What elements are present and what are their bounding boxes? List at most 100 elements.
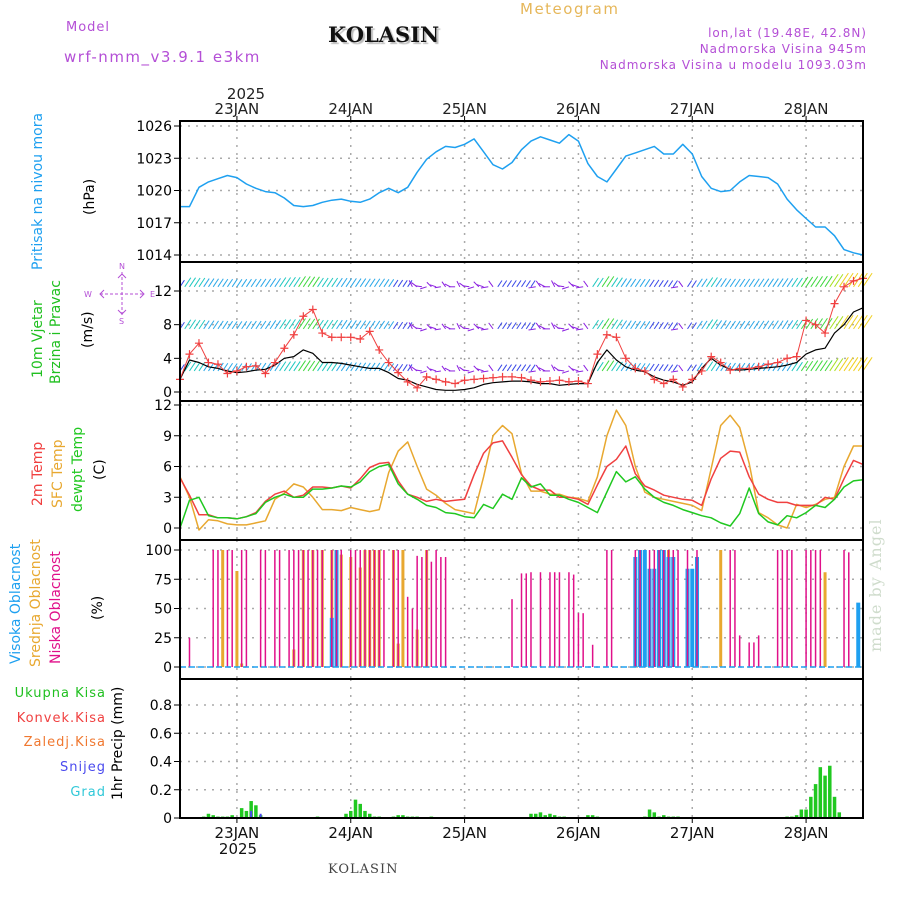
wind-arrow — [269, 278, 277, 288]
wind-arrow — [772, 278, 779, 288]
wind-arrow — [838, 314, 849, 330]
wind-arrow — [634, 278, 641, 288]
wind-arrow — [255, 320, 262, 330]
wind-arrow — [227, 278, 233, 288]
y-tick-label: 0 — [163, 521, 172, 537]
wind-arrow — [245, 278, 252, 288]
wind-gust-marker — [432, 375, 441, 384]
wind-arrow — [480, 286, 489, 289]
wind-arrow — [415, 285, 422, 288]
wind-arrow — [715, 320, 723, 330]
wind-arrow — [762, 278, 770, 288]
wind-arrow — [815, 276, 823, 288]
wind-arrow — [222, 278, 229, 288]
wind-arrow — [383, 279, 390, 288]
wind-arrow — [184, 277, 192, 288]
wind-arrow — [606, 318, 615, 330]
wind-arrow — [748, 320, 755, 330]
wind-arrow — [355, 320, 362, 330]
wind-arrow — [620, 320, 628, 330]
y-tick-label: 1020 — [136, 184, 172, 200]
wind-arrow — [725, 320, 732, 330]
wind-gust-marker — [451, 379, 460, 388]
x-tick-label-top: 23JAN — [215, 100, 260, 118]
wind-arrow — [231, 279, 238, 288]
legend-frz-rain: Zaledj.Kisa — [23, 735, 106, 750]
wind-arrow — [810, 276, 819, 288]
wind-arrow — [649, 363, 655, 372]
x-tick-label-top: 27JAN — [670, 100, 715, 118]
precip-bar — [804, 809, 808, 818]
wind-arrow — [596, 361, 604, 372]
wind-arrow — [525, 322, 531, 330]
precip-bar — [249, 801, 253, 818]
wind-arrow — [283, 277, 291, 288]
wind-arrow — [535, 280, 541, 288]
wind-arrow — [796, 277, 803, 288]
wind-arrow — [402, 322, 408, 330]
wind-gust-marker — [716, 358, 725, 367]
wind-arrow — [639, 321, 646, 330]
wind-arrow — [551, 322, 556, 330]
wind-arrow — [193, 361, 201, 372]
wind-arrow — [753, 320, 760, 330]
wind-gust-marker — [375, 345, 384, 354]
wind-gust-marker — [697, 366, 706, 375]
wind-arrow — [535, 364, 541, 372]
wind-arrow — [298, 318, 306, 330]
wind-arrow — [231, 321, 238, 330]
wind-gust-marker — [460, 376, 469, 385]
wind-arrow — [606, 276, 615, 288]
wind-arrow — [843, 314, 854, 330]
wind-gust-marker — [489, 373, 498, 382]
wind-arrow — [293, 319, 301, 330]
wind-arrow — [819, 317, 828, 330]
wind-arrow — [236, 279, 243, 288]
wind-arrow — [625, 320, 632, 330]
precip-bar — [533, 813, 538, 818]
wind-arrow — [658, 364, 664, 372]
wind-arrow — [511, 364, 517, 372]
wind-arrow — [506, 280, 512, 288]
wind-arrow — [670, 370, 679, 373]
wind-gust-marker — [764, 360, 773, 369]
wind-arrow — [530, 280, 536, 288]
wind-arrow — [429, 284, 437, 288]
y-tick-label: 0.4 — [150, 755, 172, 771]
wind-gust-marker — [318, 329, 327, 338]
wind-arrow — [838, 357, 849, 372]
wind-arrow — [189, 277, 196, 288]
wind-arrow — [653, 321, 660, 330]
wind-arrow — [767, 320, 774, 330]
wind-arrow — [260, 320, 267, 330]
wind-arrow — [575, 370, 584, 373]
wind-arrow — [321, 319, 329, 330]
precip-bar — [538, 812, 543, 818]
wind-arrow — [345, 320, 353, 330]
wind-arrow — [829, 316, 839, 330]
wind-arrow — [725, 278, 732, 288]
wind-arrow — [516, 322, 522, 330]
precip-bar — [254, 805, 258, 818]
precip-bar — [647, 809, 652, 818]
precip-bar — [230, 815, 234, 818]
wind-gust-marker — [242, 362, 251, 371]
wind-arrow — [208, 320, 215, 330]
wind-arrow — [359, 278, 367, 288]
wind-arrow — [571, 284, 579, 288]
wind-arrow — [336, 277, 343, 288]
wind-arrow — [321, 361, 329, 372]
wind-gust-marker — [394, 368, 403, 377]
wind-arrow — [516, 364, 522, 372]
wind-arrow — [649, 321, 655, 330]
wind-arrow — [606, 360, 615, 372]
wind-arrow — [720, 320, 727, 330]
wind-arrow — [488, 280, 494, 288]
wind-gust-marker — [659, 379, 668, 388]
wind-gust-marker — [185, 350, 194, 359]
wind-gust-marker — [280, 344, 289, 353]
wind-gust-marker — [631, 364, 640, 373]
wind-arrow — [264, 320, 272, 330]
wind-arrow — [561, 370, 570, 374]
wind-arrow — [772, 320, 779, 330]
